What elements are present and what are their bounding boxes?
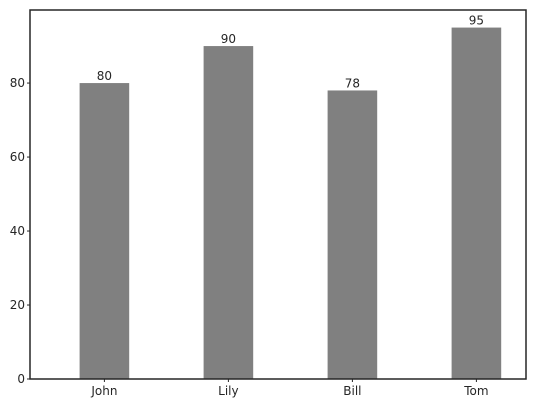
y-tick-label-20: 20 <box>10 298 25 312</box>
data-labels-group: 80 90 78 95 <box>97 14 484 91</box>
bars-group <box>79 27 502 380</box>
plot-frame <box>29 9 527 380</box>
data-label-lily: 90 <box>221 32 236 46</box>
y-tick-label-0: 0 <box>17 372 25 386</box>
y-axis: 0 20 40 60 80 <box>10 76 30 386</box>
bar-bill <box>327 90 378 380</box>
data-label-john: 80 <box>97 69 112 83</box>
data-label-tom: 95 <box>469 14 484 28</box>
y-tick-label-80: 80 <box>10 76 25 90</box>
bar-john <box>79 83 130 379</box>
x-tick-label-tom: Tom <box>463 384 488 398</box>
data-label-bill: 78 <box>345 76 360 90</box>
x-axis: John Lily Bill Tom <box>90 379 489 398</box>
x-tick-label-john: John <box>90 384 117 398</box>
y-tick-label-60: 60 <box>10 150 25 164</box>
bar-lily <box>203 46 254 379</box>
x-tick-label-bill: Bill <box>343 384 361 398</box>
y-tick-label-40: 40 <box>10 224 25 238</box>
bar-tom <box>451 27 502 379</box>
x-tick-label-lily: Lily <box>218 384 238 398</box>
